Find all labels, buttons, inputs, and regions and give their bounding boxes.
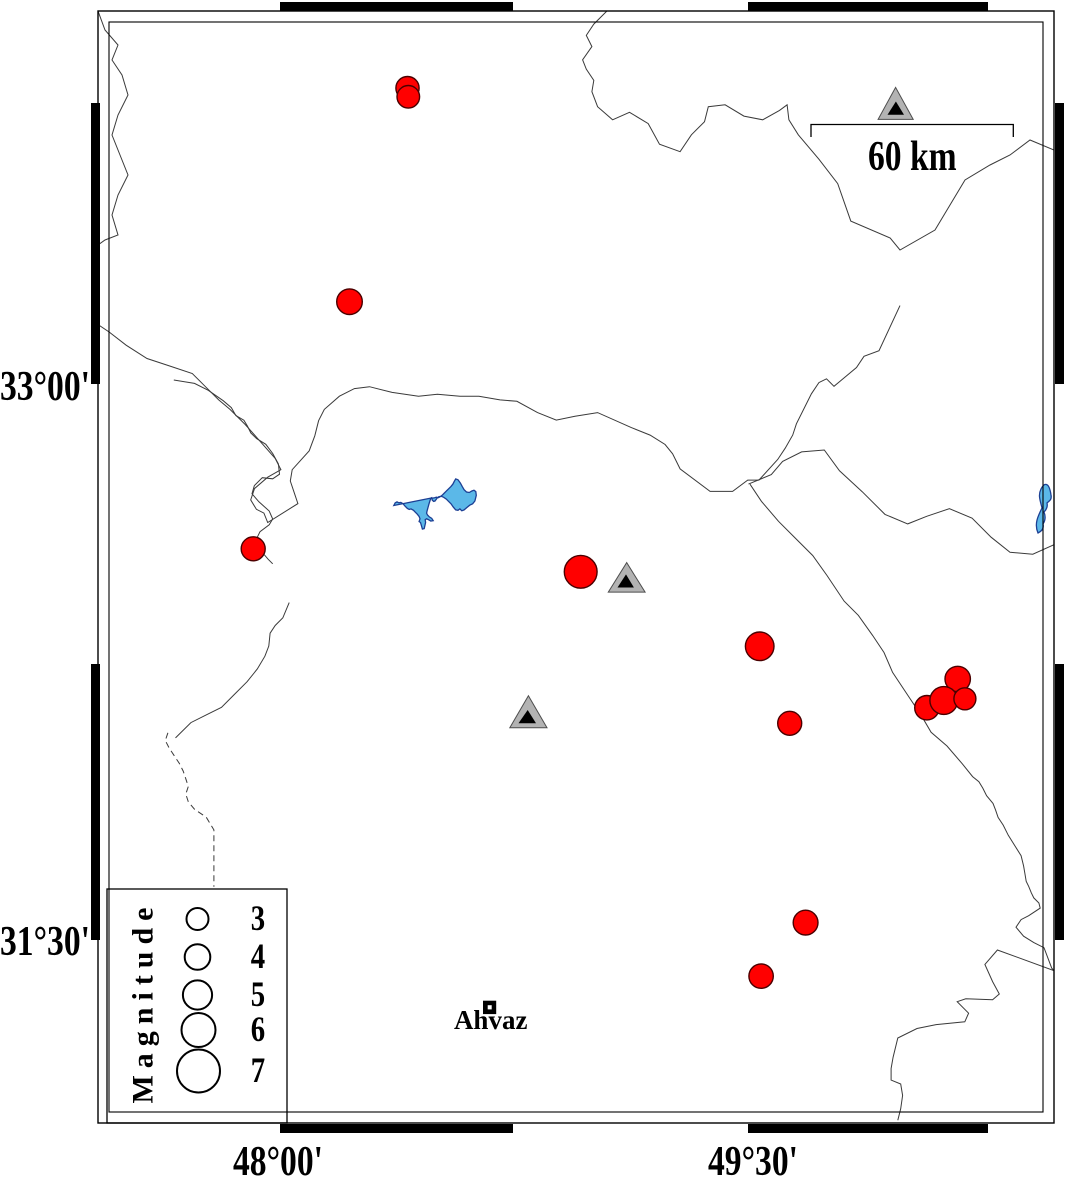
svg-text:4: 4 [251,937,265,977]
svg-text:Magnitude: Magnitude [127,900,160,1103]
svg-text:3: 3 [251,899,265,939]
svg-text:6: 6 [251,1010,265,1050]
svg-text:Ahvaz: Ahvaz [454,1005,528,1035]
svg-text:60 km: 60 km [868,134,957,180]
svg-text:7: 7 [251,1051,265,1091]
svg-text:5: 5 [251,975,265,1015]
